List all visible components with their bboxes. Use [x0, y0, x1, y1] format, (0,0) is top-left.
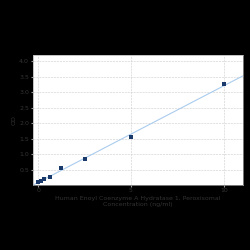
Point	[129, 135, 133, 139]
Point	[59, 166, 63, 170]
Point	[42, 178, 46, 182]
Point	[222, 82, 226, 86]
Point	[82, 157, 86, 161]
Point	[39, 179, 43, 183]
Point	[36, 180, 40, 184]
Point	[48, 175, 52, 179]
X-axis label: Human Enoyl Coenzyme A Hydratase 1, Peroxisomal
Concentration (ng/ml): Human Enoyl Coenzyme A Hydratase 1, Pero…	[55, 196, 220, 207]
Y-axis label: OD: OD	[12, 115, 16, 125]
